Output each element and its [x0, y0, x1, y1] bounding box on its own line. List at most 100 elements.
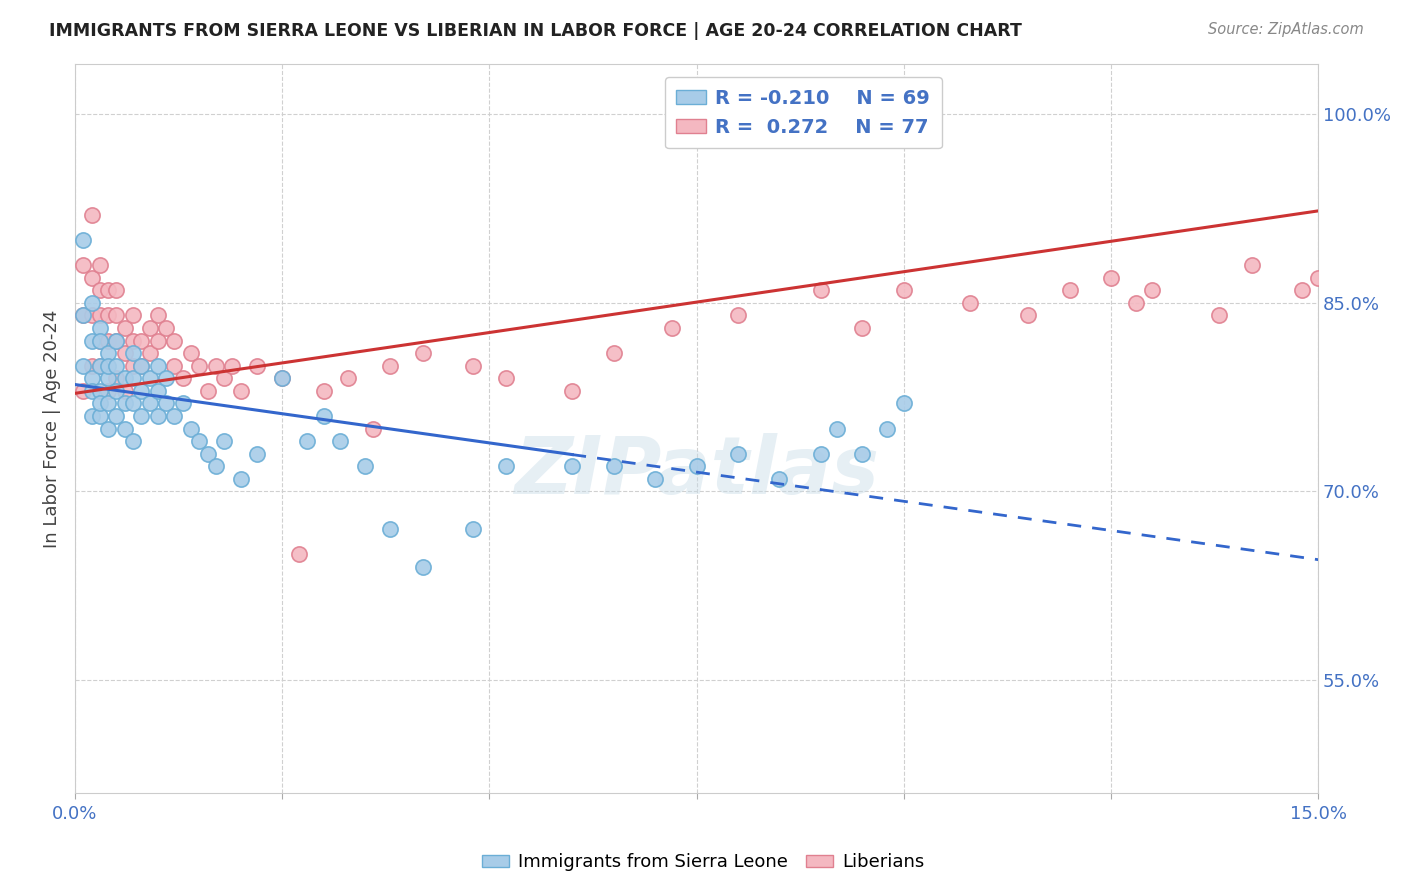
Point: [89, 258, 111, 272]
Legend: Immigrants from Sierra Leone, Liberians: Immigrants from Sierra Leone, Liberians: [475, 847, 931, 879]
Point: [105, 384, 128, 398]
Point: [810, 447, 832, 461]
Point: [105, 334, 128, 348]
Point: [329, 434, 352, 448]
Point: [97, 283, 120, 297]
Point: [89, 309, 111, 323]
Point: [114, 384, 136, 398]
Point: [163, 409, 186, 423]
Point: [1389, 723, 1406, 738]
Point: [661, 321, 683, 335]
Point: [138, 396, 160, 410]
Point: [1382, 434, 1405, 448]
Point: [212, 371, 235, 385]
Point: [80, 309, 103, 323]
Point: [122, 371, 145, 385]
Point: [893, 283, 915, 297]
Point: [287, 547, 309, 561]
Point: [212, 434, 235, 448]
Point: [80, 208, 103, 222]
Point: [1308, 270, 1330, 285]
Point: [89, 396, 111, 410]
Point: [146, 359, 169, 373]
Point: [146, 384, 169, 398]
Point: [378, 522, 401, 536]
Point: [105, 409, 128, 423]
Point: [461, 359, 484, 373]
Point: [727, 309, 749, 323]
Point: [72, 309, 94, 323]
Point: [97, 421, 120, 435]
Point: [1398, 710, 1406, 724]
Point: [1142, 283, 1164, 297]
Point: [229, 472, 252, 486]
Point: [271, 371, 294, 385]
Point: [810, 283, 832, 297]
Point: [146, 334, 169, 348]
Point: [97, 309, 120, 323]
Point: [1340, 107, 1362, 121]
Point: [685, 459, 707, 474]
Point: [197, 384, 219, 398]
Point: [155, 371, 177, 385]
Point: [295, 434, 318, 448]
Point: [97, 346, 120, 360]
Point: [959, 296, 981, 310]
Text: IMMIGRANTS FROM SIERRA LEONE VS LIBERIAN IN LABOR FORCE | AGE 20-24 CORRELATION : IMMIGRANTS FROM SIERRA LEONE VS LIBERIAN…: [49, 22, 1022, 40]
Point: [97, 384, 120, 398]
Point: [105, 334, 128, 348]
Point: [122, 434, 145, 448]
Point: [495, 371, 517, 385]
Point: [163, 359, 186, 373]
Point: [146, 309, 169, 323]
Point: [89, 409, 111, 423]
Point: [89, 283, 111, 297]
Point: [495, 459, 517, 474]
Point: [205, 459, 228, 474]
Point: [561, 459, 583, 474]
Point: [72, 384, 94, 398]
Point: [1099, 270, 1122, 285]
Point: [89, 359, 111, 373]
Point: [851, 321, 873, 335]
Point: [131, 359, 153, 373]
Point: [412, 346, 434, 360]
Text: ZIPatlas: ZIPatlas: [515, 434, 879, 511]
Point: [80, 409, 103, 423]
Point: [1374, 409, 1396, 423]
Point: [114, 371, 136, 385]
Point: [1240, 258, 1263, 272]
Point: [180, 421, 202, 435]
Point: [229, 384, 252, 398]
Point: [602, 459, 624, 474]
Point: [644, 472, 666, 486]
Point: [114, 396, 136, 410]
Point: [768, 472, 790, 486]
Point: [378, 359, 401, 373]
Point: [89, 334, 111, 348]
Point: [72, 359, 94, 373]
Point: [851, 447, 873, 461]
Point: [246, 447, 269, 461]
Point: [1323, 107, 1346, 121]
Legend: R = -0.210    N = 69, R =  0.272    N = 77: R = -0.210 N = 69, R = 0.272 N = 77: [665, 78, 942, 148]
Point: [97, 359, 120, 373]
Point: [80, 359, 103, 373]
Point: [893, 396, 915, 410]
Point: [561, 384, 583, 398]
Point: [337, 371, 360, 385]
Point: [1017, 309, 1039, 323]
Point: [271, 371, 294, 385]
Point: [131, 359, 153, 373]
Point: [602, 346, 624, 360]
Point: [89, 321, 111, 335]
Point: [172, 371, 194, 385]
Point: [188, 434, 211, 448]
Point: [146, 409, 169, 423]
Point: [221, 359, 243, 373]
Point: [197, 447, 219, 461]
Point: [105, 371, 128, 385]
Point: [97, 396, 120, 410]
Point: [138, 321, 160, 335]
Point: [155, 321, 177, 335]
